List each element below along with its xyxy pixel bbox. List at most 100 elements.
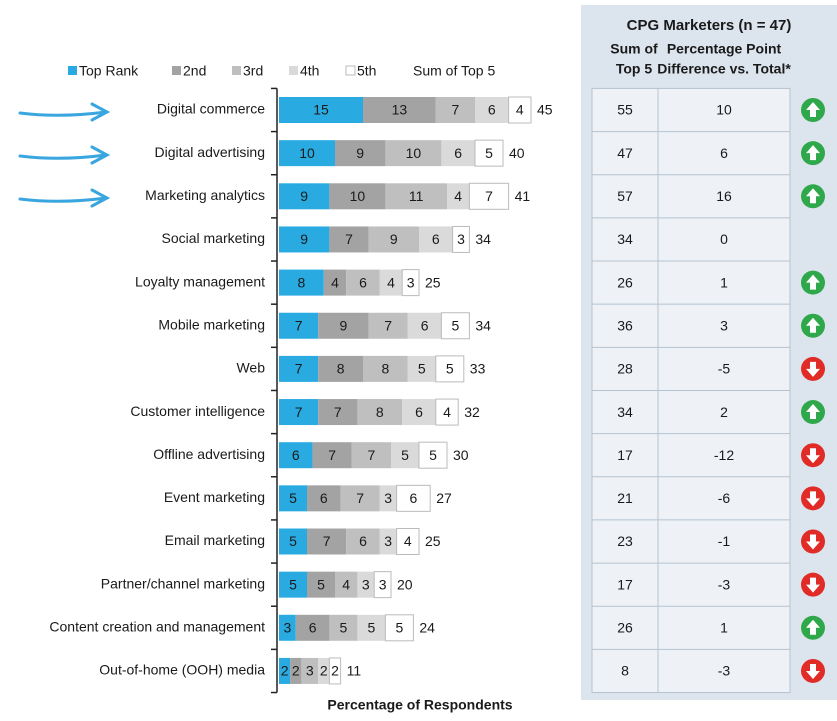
bar-segment bbox=[468, 182, 510, 210]
bar-segment bbox=[307, 571, 335, 598]
segment-label: 8 bbox=[337, 361, 345, 377]
segment-label: 6 bbox=[421, 317, 429, 333]
segment-label: 5 bbox=[340, 620, 348, 636]
bar-segment bbox=[474, 139, 504, 167]
bar-segment bbox=[340, 485, 380, 512]
segment-label: 13 bbox=[392, 102, 408, 118]
bar-segment bbox=[312, 442, 352, 469]
bar-segment bbox=[357, 614, 386, 641]
total-label: 11 bbox=[347, 663, 362, 679]
bar-segment bbox=[279, 614, 296, 641]
bar-segment bbox=[307, 528, 347, 555]
table-cell: 47 bbox=[617, 145, 633, 161]
total-label: 24 bbox=[419, 620, 435, 636]
segment-label: 5 bbox=[289, 576, 297, 592]
table-cell: 16 bbox=[716, 188, 732, 204]
total-label: 45 bbox=[537, 102, 553, 118]
bar-segment bbox=[346, 528, 380, 555]
bar-segment bbox=[379, 485, 397, 512]
total-label: 41 bbox=[515, 188, 531, 204]
table-cell: 2 bbox=[720, 404, 728, 420]
segment-label: 2 bbox=[281, 663, 289, 679]
table-cell: 57 bbox=[617, 188, 633, 204]
segment-label: 5 bbox=[418, 361, 426, 377]
segment-label: 9 bbox=[356, 145, 364, 161]
bar-segment bbox=[441, 140, 475, 167]
bar-segment bbox=[447, 183, 470, 210]
segment-label: 6 bbox=[359, 274, 367, 290]
table-cell: 10 bbox=[716, 102, 732, 118]
bar-segment bbox=[396, 528, 420, 555]
bar-segment bbox=[279, 571, 307, 598]
legend-swatch bbox=[172, 66, 181, 75]
segment-label: 7 bbox=[384, 317, 392, 333]
segment-label: 5 bbox=[289, 490, 297, 506]
segment-label: 8 bbox=[382, 361, 390, 377]
segment-label: 3 bbox=[384, 490, 392, 506]
table-cell: 17 bbox=[617, 576, 633, 592]
up-arrow bbox=[806, 188, 820, 204]
bar-segment bbox=[279, 183, 330, 210]
segment-label: 2 bbox=[320, 663, 328, 679]
segment-label: 6 bbox=[410, 490, 418, 506]
category-label: Partner/channel marketing bbox=[101, 575, 265, 591]
bar-segment bbox=[363, 97, 436, 123]
legend-swatch bbox=[345, 65, 356, 76]
bar-segment bbox=[396, 484, 431, 512]
category-label: Loyalty management bbox=[135, 273, 265, 289]
segment-label: 7 bbox=[334, 404, 342, 420]
bar-segment bbox=[435, 97, 475, 123]
table-cell: 28 bbox=[617, 361, 633, 377]
down-arrow bbox=[806, 534, 820, 550]
total-label: 25 bbox=[425, 274, 441, 290]
segment-label: 6 bbox=[320, 490, 328, 506]
table-cell: -3 bbox=[718, 576, 731, 592]
bar-segment bbox=[368, 226, 419, 253]
down-arrow bbox=[806, 663, 820, 679]
segment-label: 7 bbox=[368, 447, 376, 463]
segment-label: 3 bbox=[457, 231, 465, 247]
category-label: Out-of-home (OOH) media bbox=[99, 662, 265, 678]
bar-segment bbox=[440, 312, 470, 340]
segment-label: 6 bbox=[415, 404, 423, 420]
table-cell: 1 bbox=[720, 274, 728, 290]
bar-segment bbox=[335, 571, 358, 598]
table-cell: 26 bbox=[617, 620, 633, 636]
segment-label: 11 bbox=[409, 188, 424, 204]
bar-segment bbox=[318, 355, 363, 382]
segment-label: 3 bbox=[306, 663, 314, 679]
up-arrow bbox=[806, 404, 820, 420]
bar-segment bbox=[418, 441, 448, 469]
segment-label: 5 bbox=[368, 620, 376, 636]
segment-label: 15 bbox=[313, 102, 329, 118]
column-header: Percentage Point bbox=[667, 41, 782, 57]
table-cell: 1 bbox=[720, 620, 728, 636]
bar-segment bbox=[279, 442, 313, 469]
legend-swatch bbox=[289, 66, 298, 75]
segment-label: 6 bbox=[454, 145, 462, 161]
bar-segment bbox=[279, 355, 319, 382]
segment-label: 5 bbox=[452, 317, 460, 333]
up-arrow bbox=[806, 619, 820, 635]
bar-segment bbox=[290, 657, 302, 684]
bar-segment bbox=[357, 399, 403, 426]
bar-segment bbox=[373, 571, 392, 599]
bar-segment bbox=[318, 399, 358, 426]
segment-label: 10 bbox=[299, 145, 315, 161]
bar-segment bbox=[407, 355, 436, 382]
segment-label: 8 bbox=[376, 404, 384, 420]
bar-segment bbox=[402, 399, 436, 426]
segment-label: 2 bbox=[331, 663, 339, 679]
segment-label: 9 bbox=[300, 188, 308, 204]
bar-segment bbox=[419, 226, 453, 253]
bar-segment bbox=[323, 269, 347, 296]
bar-segment bbox=[508, 96, 532, 124]
segment-label: 9 bbox=[300, 231, 308, 247]
bar-segment bbox=[279, 485, 307, 512]
bar-segment bbox=[385, 140, 442, 167]
category-label: Social marketing bbox=[162, 230, 266, 246]
total-label: 34 bbox=[475, 231, 491, 247]
segment-label: 7 bbox=[345, 231, 353, 247]
bar-segment bbox=[435, 355, 465, 383]
